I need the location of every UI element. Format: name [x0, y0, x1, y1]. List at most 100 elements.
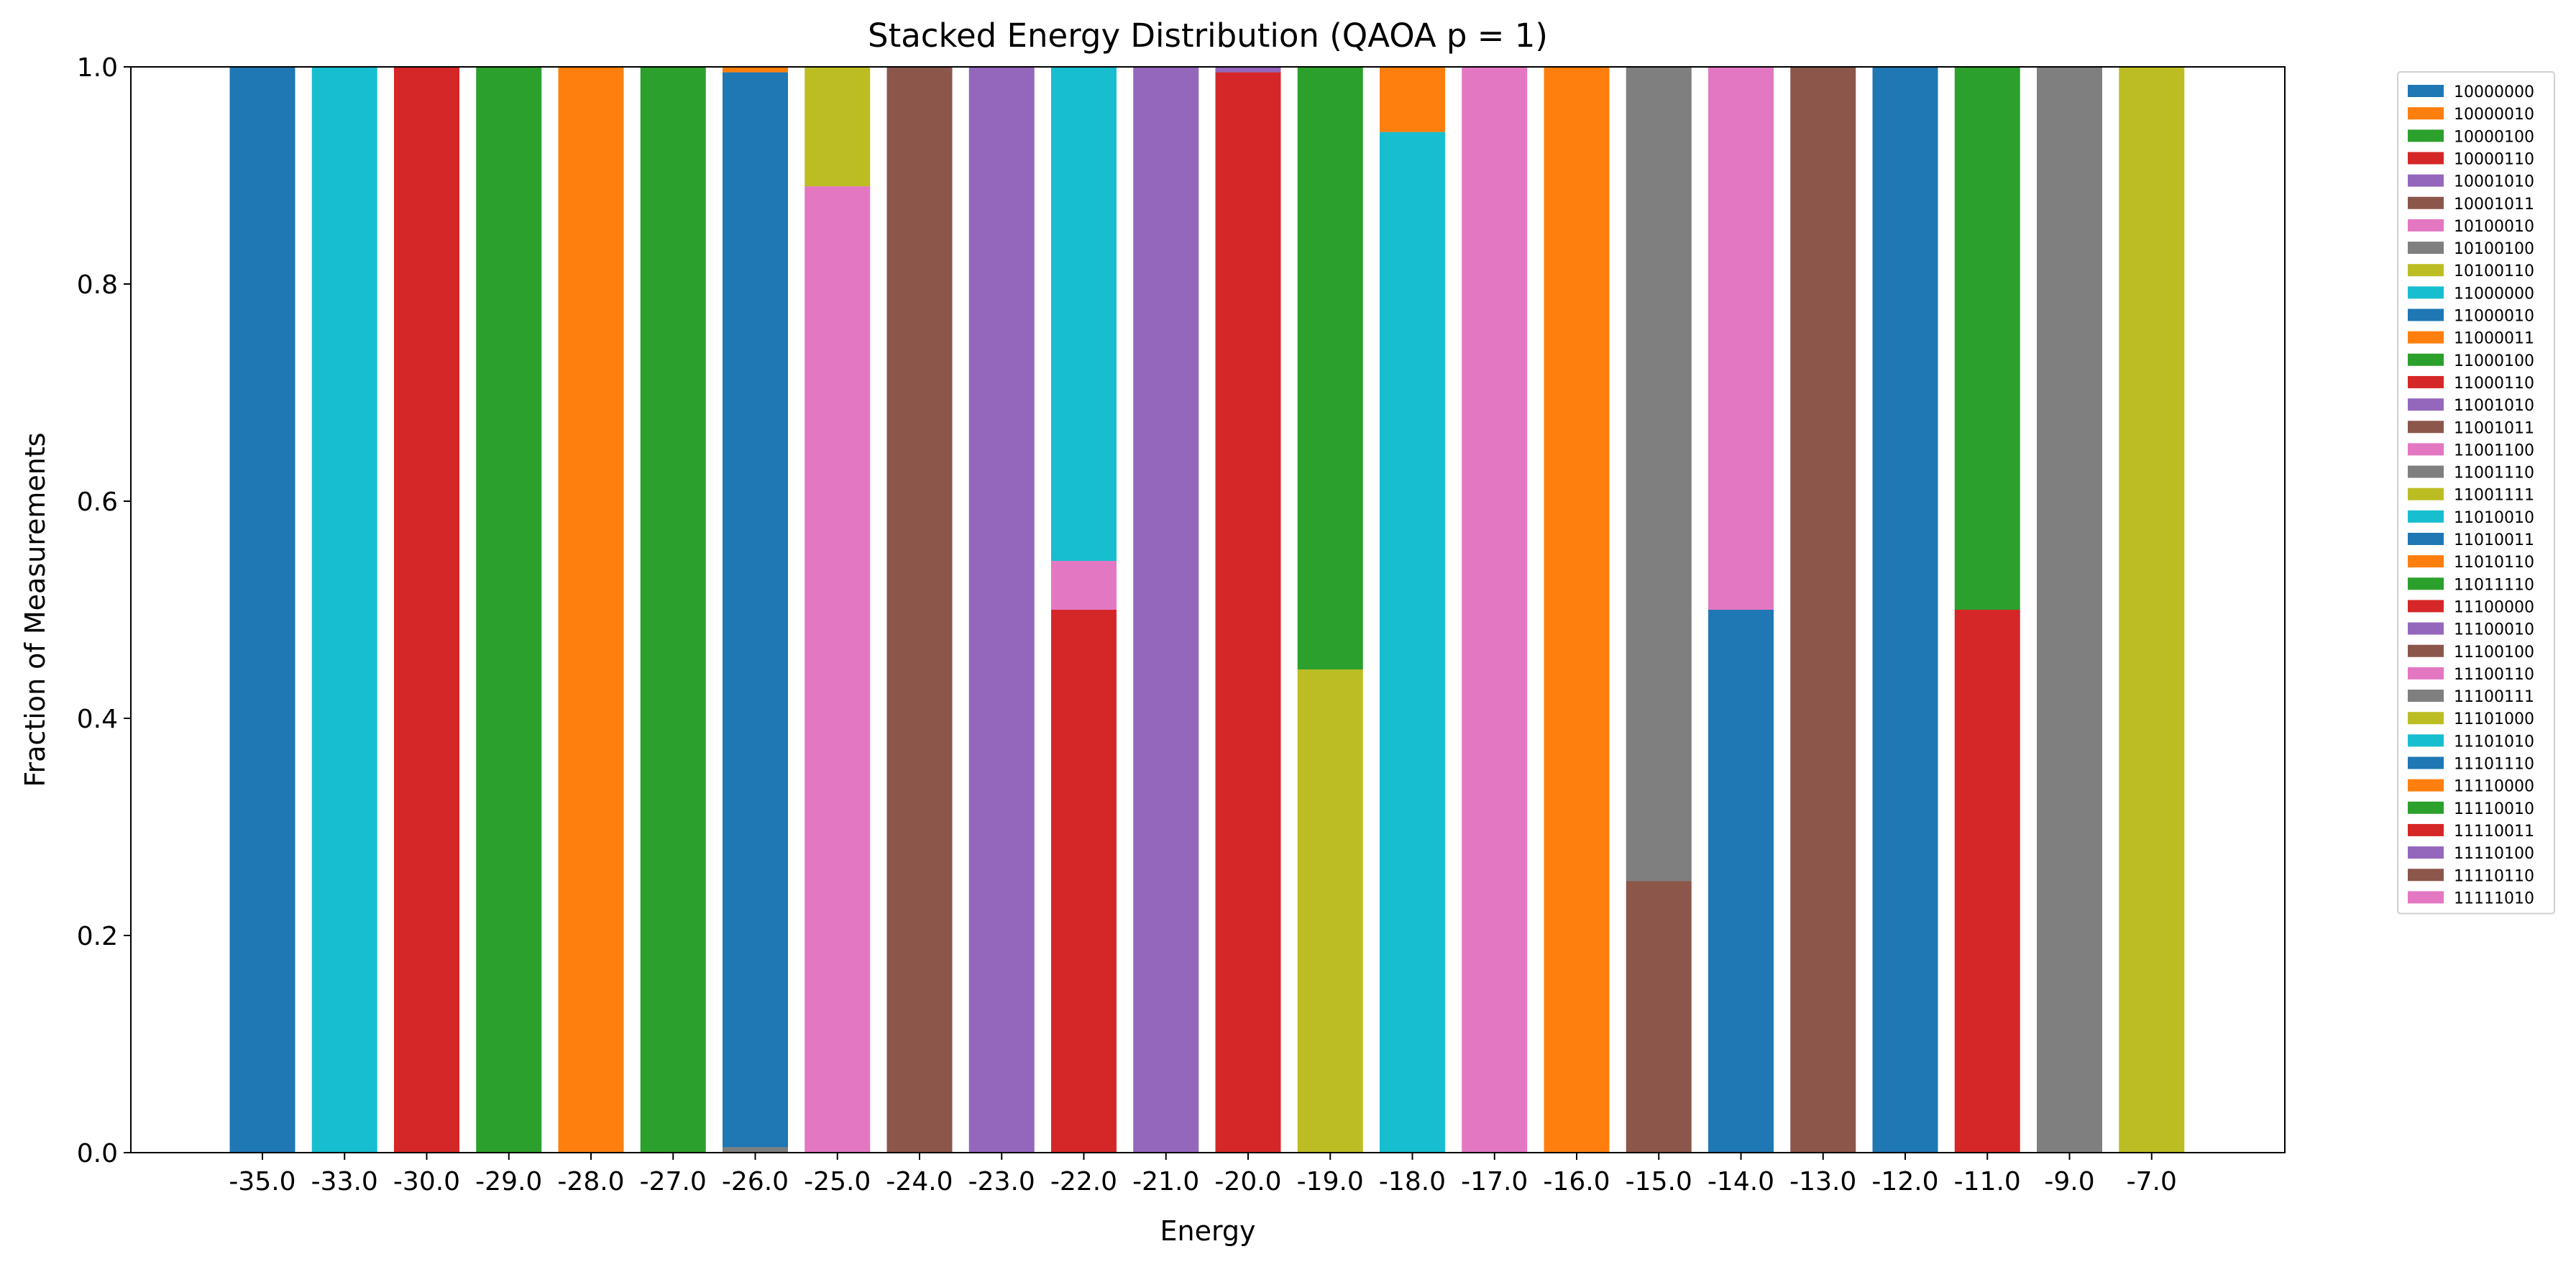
bar-segment [723, 72, 788, 1148]
legend-swatch [2408, 555, 2444, 568]
x-tick-label: -18.0 [1379, 1167, 1446, 1196]
legend-swatch [2408, 375, 2444, 388]
x-tick-label: -26.0 [722, 1167, 789, 1196]
y-tick-label: 1.0 [77, 53, 118, 83]
legend-label: 11100111 [2454, 688, 2534, 706]
x-axis-label: Energy [1160, 1215, 1255, 1247]
bar-segment [1297, 67, 1363, 670]
legend-swatch [2408, 823, 2444, 836]
bar-segment [1051, 67, 1117, 562]
bar-segment [1380, 132, 1445, 1153]
legend-swatch [2408, 891, 2444, 904]
x-tick-label: -13.0 [1789, 1167, 1856, 1196]
legend-swatch [2408, 465, 2444, 478]
legend-label: 11101010 [2454, 733, 2534, 751]
y-tick-label: 0.2 [77, 922, 118, 951]
legend-swatch [2408, 107, 2444, 120]
plot-frame [130, 66, 2286, 1153]
legend-swatch [2408, 308, 2444, 321]
legend-swatch [2408, 152, 2444, 165]
legend-swatch [2408, 331, 2444, 344]
bar-segment [1215, 67, 1281, 73]
x-tick-label: -22.0 [1050, 1167, 1117, 1196]
legend-label: 11000011 [2454, 330, 2534, 348]
legend-label: 11001010 [2454, 397, 2534, 415]
bar-segment [1133, 67, 1199, 1153]
legend-label: 11010110 [2454, 554, 2534, 572]
x-tick-label: -23.0 [968, 1167, 1035, 1196]
bar-segment [1544, 67, 1610, 1153]
x-tick-label: -29.0 [475, 1167, 542, 1196]
x-tick-label: -24.0 [886, 1167, 953, 1196]
bar-segment [886, 67, 953, 1153]
bar-segment [229, 67, 295, 1153]
legend-swatch [2408, 219, 2444, 232]
legend-label: 11100100 [2454, 644, 2534, 662]
x-tick-label: -28.0 [557, 1167, 624, 1196]
legend-swatch [2408, 622, 2444, 635]
legend-label: 10100010 [2454, 218, 2534, 236]
x-tick-label: -7.0 [2127, 1167, 2177, 1196]
y-tick-label: 0.8 [77, 270, 118, 300]
x-tick-label: -16.0 [1543, 1167, 1610, 1196]
legend-swatch [2408, 196, 2444, 209]
legend-label: 10000000 [2454, 83, 2534, 101]
x-tick-label: -14.0 [1708, 1167, 1774, 1196]
bar-segment [1708, 67, 1774, 610]
y-axis-label: Fraction of Measurements [19, 432, 51, 787]
bar-segment [1626, 881, 1692, 1153]
bar-segment [311, 67, 377, 1153]
x-tick-label: -20.0 [1214, 1167, 1281, 1196]
legend-label: 11100000 [2454, 598, 2534, 616]
bar-segment [1051, 561, 1117, 610]
bar-segment [1954, 610, 2020, 1153]
y-tick-label: 0.6 [77, 488, 118, 517]
legend-frame [2397, 71, 2555, 915]
legend-label: 11010010 [2454, 509, 2534, 527]
legend-label: 11001100 [2454, 441, 2534, 459]
bar-segment [1954, 67, 2020, 610]
legend-label: 11000100 [2454, 352, 2534, 370]
legend-label: 11100110 [2454, 666, 2534, 684]
legend-swatch [2408, 779, 2444, 792]
x-tick-label: -15.0 [1626, 1167, 1692, 1196]
legend-swatch [2408, 690, 2444, 703]
legend-label: 11101110 [2454, 756, 2534, 774]
x-tick-label: -27.0 [640, 1167, 707, 1196]
legend-label: 10100100 [2454, 240, 2534, 258]
legend-label: 11000110 [2454, 375, 2534, 393]
legend-label: 11011110 [2454, 576, 2534, 594]
legend-label: 11000010 [2454, 308, 2534, 326]
x-tick-label: -12.0 [1871, 1167, 1938, 1196]
x-tick-label: -17.0 [1461, 1167, 1528, 1196]
legend-label: 11110110 [2454, 867, 2534, 885]
legend-label: 11110000 [2454, 778, 2534, 796]
legend-label: 10001010 [2454, 173, 2534, 191]
legend-label: 10000110 [2454, 150, 2534, 168]
legend-swatch [2408, 174, 2444, 187]
legend-label: 11110011 [2454, 823, 2534, 841]
legend-swatch [2408, 756, 2444, 769]
legend-swatch [2408, 85, 2444, 97]
x-tick-label: -21.0 [1132, 1167, 1199, 1196]
legend-swatch [2408, 264, 2444, 277]
bar-segment [1380, 67, 1445, 132]
chart-legend: 10000000 10000010 10000100 10000110 10001010… [2397, 71, 2555, 915]
bar-segment [723, 1147, 788, 1153]
legend-label: 11110100 [2454, 845, 2534, 863]
legend-label: 11111010 [2454, 889, 2534, 907]
legend-swatch [2408, 846, 2444, 859]
bar-segment [805, 186, 871, 1153]
legend-label: 11110010 [2454, 800, 2534, 818]
legend-label: 10000100 [2454, 128, 2534, 146]
legend-label: 11100010 [2454, 621, 2534, 639]
legend-label: 10000010 [2454, 106, 2534, 124]
x-tick-label: -35.0 [229, 1167, 295, 1196]
bar-segment [1297, 669, 1363, 1153]
legend-swatch [2408, 488, 2444, 500]
x-tick-label: -9.0 [2044, 1167, 2094, 1196]
legend-swatch [2408, 600, 2444, 613]
x-tick-label: -30.0 [393, 1167, 460, 1196]
